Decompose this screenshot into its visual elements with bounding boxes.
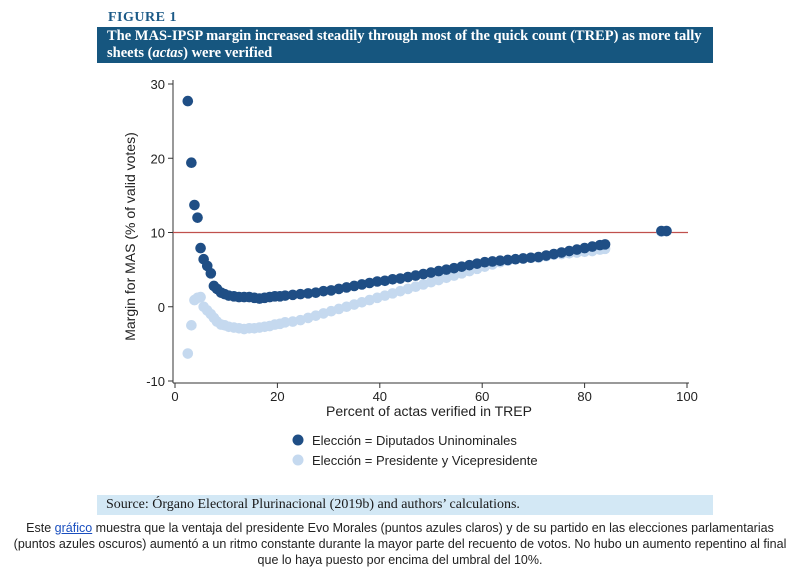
- caption-text-start: Este: [26, 521, 55, 535]
- data-point: [525, 252, 537, 264]
- caption-link[interactable]: gráfico: [54, 521, 93, 535]
- data-point: [186, 320, 197, 331]
- data-point: [195, 242, 206, 254]
- data-point: [517, 253, 529, 264]
- title-text-italic: actas: [152, 45, 184, 61]
- x-tick-label: 80: [577, 389, 591, 404]
- legend-marker-diputados: [292, 434, 304, 446]
- caption-text-end: muestra que la ventaja del presidente Ev…: [13, 521, 787, 567]
- legend-marker-presidente: [292, 454, 304, 466]
- caption: Este gráfico muestra que la ventaja del …: [10, 520, 790, 568]
- data-point: [494, 255, 506, 267]
- x-tick-label: 0: [171, 389, 178, 404]
- data-points: [182, 95, 672, 359]
- y-axis-label: Margin for MAS (% of valid votes): [122, 132, 138, 341]
- scatter-chart: -10 0 10 20 30 0 20 40 60 80 100 Percent of actas …: [122, 77, 698, 468]
- data-point: [479, 256, 491, 268]
- data-point: [195, 291, 206, 303]
- data-point: [182, 348, 194, 359]
- data-point: [387, 273, 398, 285]
- x-tick-label: 60: [475, 389, 489, 404]
- data-point: [189, 199, 200, 211]
- data-point: [186, 157, 197, 169]
- chart-title: The MAS-IPSP margin increased steadily t…: [97, 27, 713, 63]
- data-point: [302, 288, 314, 299]
- x-tick-label: 100: [676, 389, 698, 404]
- source-note: Source: Órgano Electoral Plurinacional (…: [97, 495, 713, 515]
- x-tick-label: 20: [270, 389, 284, 404]
- data-point: [599, 239, 611, 250]
- data-point: [279, 317, 291, 328]
- chart-axes: -10 0 10 20 30 0 20 40 60 80 100: [146, 77, 698, 404]
- title-text-1: The MAS-IPSP margin increased steadily t…: [107, 28, 702, 61]
- x-tick-label: 40: [373, 389, 387, 404]
- data-point: [318, 285, 329, 297]
- data-point: [371, 276, 383, 287]
- y-tick-label: 10: [151, 226, 165, 241]
- data-point: [182, 95, 194, 107]
- data-point: [661, 225, 672, 237]
- legend: Elección = Diputados Uninominales Elecci…: [292, 433, 538, 468]
- y-tick-label: 20: [151, 151, 165, 166]
- data-point: [487, 256, 498, 267]
- y-tick-label: -10: [146, 374, 165, 389]
- data-point: [205, 268, 217, 279]
- y-tick-label: 30: [151, 77, 165, 92]
- legend-label-presidente: Elección = Presidente y Vicepresidente: [312, 453, 538, 468]
- data-point: [287, 289, 299, 301]
- series-diputados: [182, 95, 672, 304]
- data-point: [279, 290, 291, 301]
- title-text-2: ) were verified: [183, 45, 273, 61]
- data-point: [295, 288, 306, 300]
- y-tick-label: 0: [158, 300, 165, 315]
- data-point: [510, 253, 521, 265]
- figure-label: FIGURE 1: [108, 10, 177, 25]
- legend-label-diputados: Elección = Diputados Uninominales: [312, 433, 517, 448]
- data-point: [502, 254, 514, 266]
- data-point: [192, 212, 203, 223]
- x-axis-label: Percent of actas verified in TREP: [326, 403, 532, 419]
